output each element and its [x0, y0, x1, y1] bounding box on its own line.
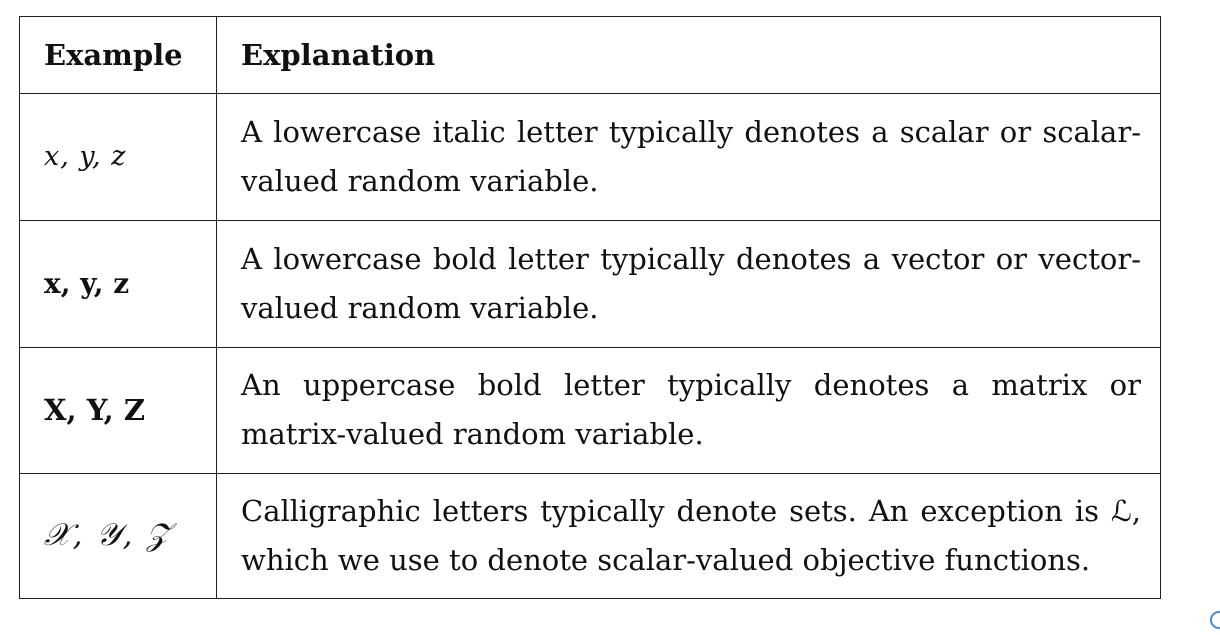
row-divider [20, 93, 1160, 94]
table-row: x, y, z A lowercase bold letter typicall… [20, 220, 1160, 347]
header-explanation: Explanation [241, 37, 436, 72]
row-divider [20, 347, 1160, 348]
explanation-text: An uppercase bold letter typically denot… [241, 368, 1141, 451]
table-row: x, y, z A lowercase italic letter typica… [20, 93, 1160, 220]
header-example: Example [44, 38, 183, 72]
column-divider [216, 17, 217, 598]
circle-icon[interactable] [1210, 611, 1220, 629]
explanation-cell: Calligraphic letters typically denote se… [241, 473, 1141, 598]
example-bold-lowercase: x, y, z [44, 220, 214, 347]
explanation-cell: A lowercase italic letter typically deno… [241, 93, 1141, 220]
explanation-text: Calligraphic letters typically denote se… [241, 493, 1141, 577]
table-row: 𝒳, 𝒴, 𝒵 Calligraphic letters typically d… [20, 473, 1160, 598]
example-text: x, y, z [44, 267, 130, 300]
row-divider [20, 220, 1160, 221]
explanation-cell: A lowercase bold letter typically denote… [241, 220, 1141, 347]
explanation-text: A lowercase italic letter typically deno… [241, 114, 1141, 198]
example-italic-lowercase: x, y, z [44, 93, 214, 220]
example-text: x, y, z [44, 141, 127, 172]
table-header-row: Example Explanation [20, 17, 1160, 93]
notation-table: Example Explanation x, y, z A lowercase … [19, 16, 1161, 599]
table-row: X, Y, Z An uppercase bold letter typical… [20, 347, 1160, 473]
explanation-cell: An uppercase bold letter typically denot… [241, 347, 1141, 473]
example-text: 𝒳, 𝒴, 𝒵 [44, 517, 172, 553]
explanation-text: A lowercase bold letter typically denote… [241, 241, 1141, 325]
example-calligraphic: 𝒳, 𝒴, 𝒵 [44, 473, 214, 598]
example-bold-uppercase: X, Y, Z [44, 347, 214, 473]
row-divider [20, 473, 1160, 474]
example-text: X, Y, Z [44, 393, 146, 427]
